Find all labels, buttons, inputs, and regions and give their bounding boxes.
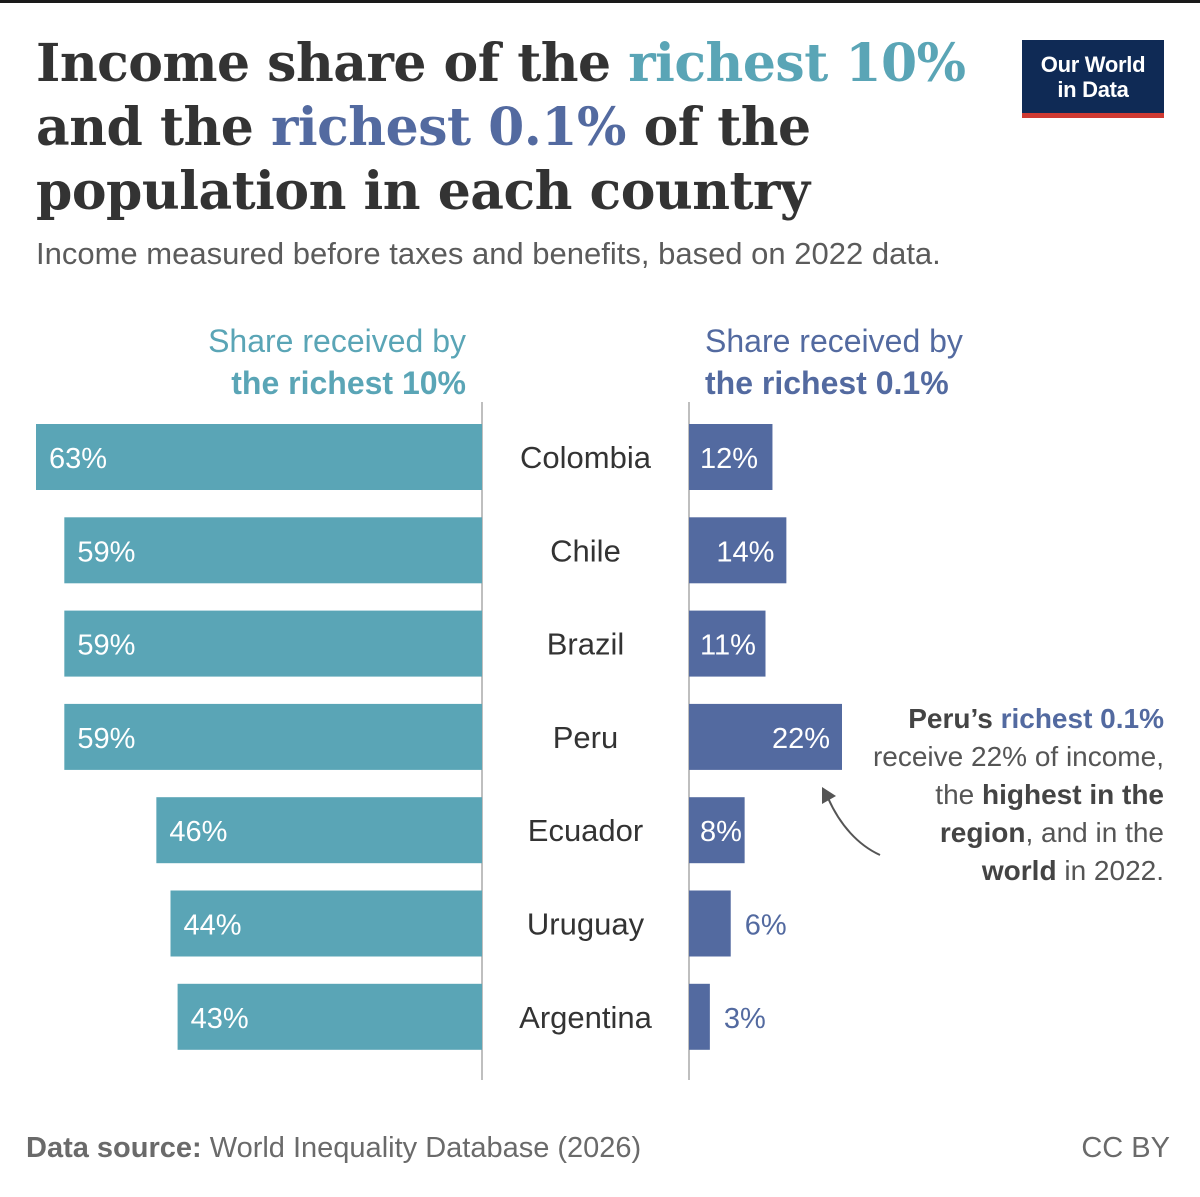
category-label-argentina: Argentina [519,1000,652,1035]
logo-line-2: in Data [1057,76,1129,102]
label-top10-ecuador: 46% [169,816,227,848]
chart-subtitle: Income measured before taxes and benefit… [36,236,941,271]
category-label-brazil: Brazil [547,627,625,662]
owid-logo[interactable]: Our World in Data [1022,40,1164,118]
data-source-link[interactable]: World Inequality Database (2026) [201,1132,642,1164]
bar-top01-chile [689,517,787,584]
bar-top10-argentina [177,983,483,1050]
label-top10-brazil: 59% [77,630,135,662]
bar-top01-peru [689,703,842,770]
category-label-peru: Peru [553,720,618,755]
bar-top01-colombia [689,424,773,490]
bar-top10-colombia [36,424,482,490]
label-top10-colombia: 63% [49,443,107,475]
title-highlight-top10: richest 10% [628,33,966,94]
bar-top10-ecuador [156,797,482,864]
bar-top10-peru [64,703,483,770]
category-label-ecuador: Ecuador [528,813,643,848]
license-label[interactable]: CC BY [1081,1132,1170,1164]
bar-top10-uruguay [170,890,482,957]
bar-top01-brazil [689,610,766,677]
bar-top10-chile [64,517,483,584]
title-highlight-top01: richest 0.1% [270,97,626,158]
label-top01-chile: 14% [716,536,774,568]
label-top10-peru: 59% [77,723,135,755]
category-label-uruguay: Uruguay [527,907,645,942]
category-label-chile: Chile [550,533,621,568]
chart-title: Income share of the richest 10% and the … [36,33,966,222]
label-top01-peru: 22% [772,723,830,755]
bar-top10-brazil [64,610,483,677]
data-source: Data source: World Inequality Database (… [26,1132,642,1164]
label-top10-argentina: 43% [191,1003,249,1035]
bar-top01-argentina [689,983,710,1050]
label-top01-brazil: 11% [700,630,756,662]
bar-top01-ecuador [689,797,745,864]
right-column-header: Share received by the richest 0.1% [705,323,963,401]
label-top10-uruguay: 44% [184,910,242,942]
label-top01-argentina: 3% [724,1003,766,1035]
left-column-header: Share received by the richest 10% [208,323,466,401]
logo-line-1: Our World [1040,51,1146,77]
label-top01-uruguay: 6% [745,910,787,942]
bar-top01-uruguay [689,890,731,957]
top-rule [0,0,1200,3]
annotation-arrow [827,797,881,856]
label-top01-colombia: 12% [700,443,758,475]
category-label-colombia: Colombia [520,440,652,475]
peru-annotation: Peru’s richest 0.1% receive 22% of incom… [872,703,1164,886]
annotation-arrow-head [822,787,836,804]
label-top01-ecuador: 8% [700,816,742,848]
label-top10-chile: 59% [77,536,135,568]
